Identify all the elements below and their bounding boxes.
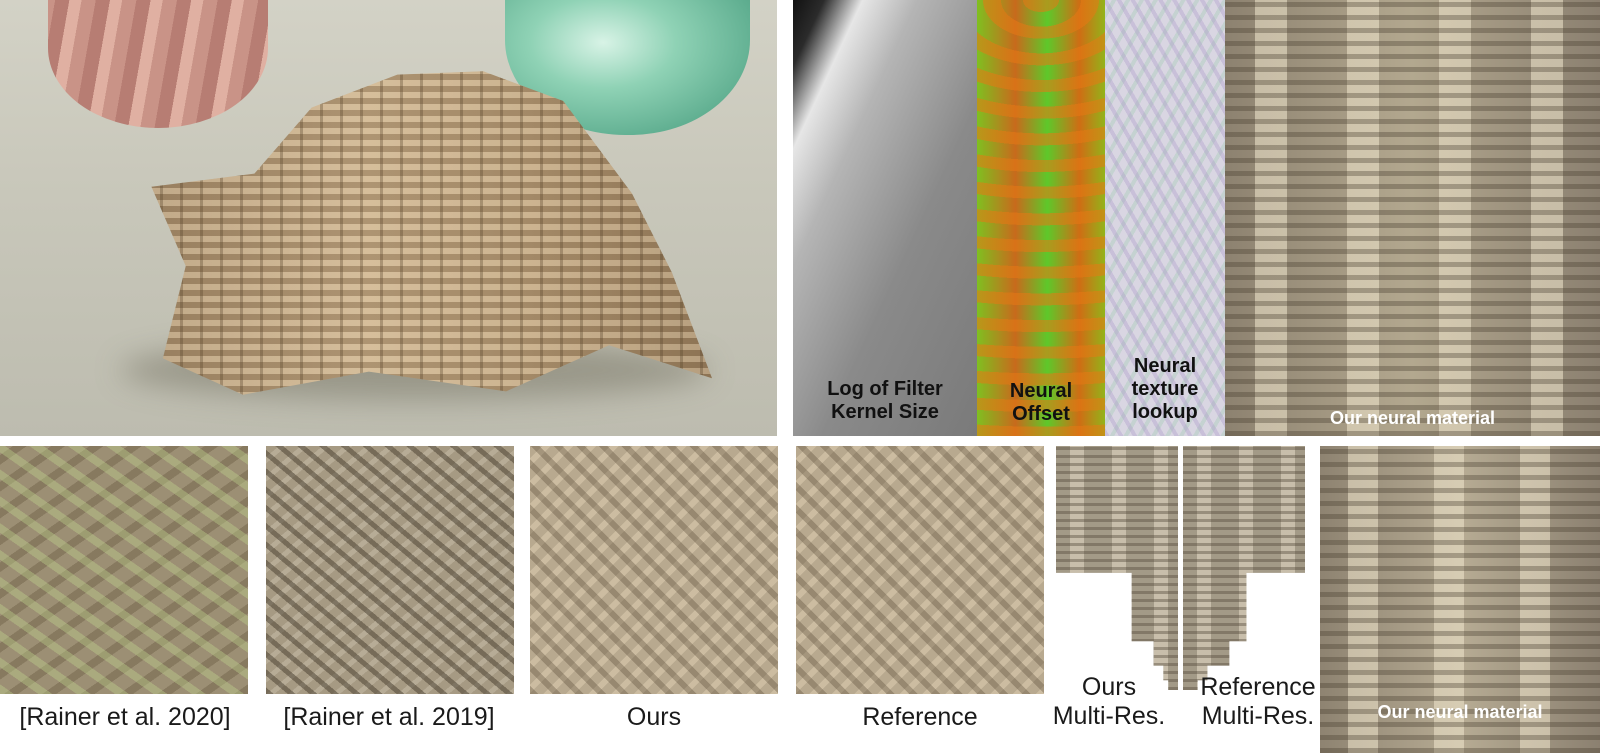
reference-multires-caption-line-2: Multi-Res. <box>1201 701 1315 730</box>
neural-texture-label: Neural texture lookup <box>1105 355 1225 424</box>
neural-offset-strip: Neural Offset <box>977 0 1105 436</box>
filter-kernel-label-line-1: Log of Filter <box>827 378 943 400</box>
rainer-2019-image <box>266 446 514 694</box>
rainer-2020-image <box>0 446 248 694</box>
ours-multires-caption-line-1: Ours <box>1081 673 1137 701</box>
neural-material-bottom-label: Our neural material <box>1377 702 1543 722</box>
filter-kernel-label-line-2: Kernel Size <box>831 401 939 423</box>
reference-multires-caption: Reference Multi-Res. <box>1193 673 1323 731</box>
neural-offset-label: Neural Offset <box>977 380 1105 426</box>
neural-offset-label-line-2: Offset <box>1012 403 1070 425</box>
ours-caption: Ours <box>626 703 682 731</box>
reference-multires-pyramid <box>1183 446 1305 690</box>
filter-kernel-strip: Log of Filter Kernel Size <box>793 0 977 436</box>
neural-texture-label-line-1: Neural <box>1133 355 1197 377</box>
ours-multires-caption-line-2: Multi-Res. <box>1052 701 1166 730</box>
ours-image <box>530 446 778 694</box>
ours-multires-pyramid <box>1056 446 1178 690</box>
pink-vase-shape <box>48 0 268 128</box>
scene-render-image <box>0 0 777 436</box>
reference-caption: Reference <box>862 703 978 731</box>
neural-material-top-image: Our neural material <box>1225 0 1600 436</box>
filter-kernel-label: Log of Filter Kernel Size <box>793 378 977 424</box>
reference-multires-caption-line-1: Reference <box>1200 673 1316 701</box>
reference-image <box>796 446 1044 694</box>
neural-material-top-label: Our neural material <box>1329 408 1496 428</box>
neural-texture-label-line-2: texture <box>1131 378 1199 400</box>
ours-multires-caption: Ours Multi-Res. <box>1050 673 1168 731</box>
neural-texture-label-line-3: lookup <box>1132 401 1198 423</box>
neural-texture-strip: Neural texture lookup <box>1105 0 1225 436</box>
rainer-2020-caption: [Rainer et al. 2020] <box>19 703 231 731</box>
neural-offset-label-line-1: Neural <box>1009 380 1073 402</box>
neural-material-bottom-image: Our neural material <box>1320 446 1600 753</box>
rainer-2019-caption: [Rainer et al. 2019] <box>283 703 495 731</box>
